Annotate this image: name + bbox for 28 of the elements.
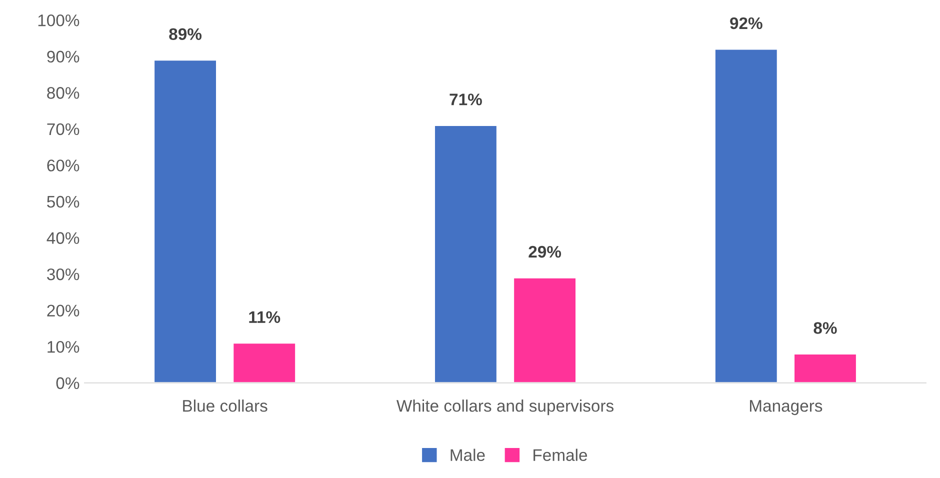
bar [153, 59, 218, 383]
legend-label: Female [534, 448, 588, 461]
y-tick-label: 30% [47, 268, 80, 280]
bar [714, 48, 778, 383]
y-tick-label: 50% [47, 196, 80, 208]
x-tick-label: Blue collars [183, 400, 268, 412]
y-tick-label: 80% [47, 87, 80, 99]
y-tick-label: 100% [38, 14, 80, 26]
y-tick-label: 0% [56, 377, 80, 390]
legend-label: Male [450, 448, 485, 461]
x-tick-label: Managers [750, 400, 822, 416]
y-tick-label: 90% [47, 50, 80, 63]
bar [434, 124, 498, 383]
y-tick-label: 10% [48, 341, 80, 353]
y-tick-label: 60% [47, 160, 80, 172]
data-label: 92% [730, 17, 762, 30]
y-tick-label: 40% [46, 232, 80, 244]
bar [512, 276, 577, 383]
data-label: 11% [249, 311, 280, 323]
data-label: 8% [814, 322, 837, 334]
data-label: 89% [169, 28, 202, 40]
data-label: 71% [450, 94, 482, 106]
y-tick-label: 20% [47, 304, 80, 317]
bar [793, 353, 858, 383]
x-tick-label: White collars and supervisors [396, 400, 614, 416]
y-tick-label: 70% [47, 123, 80, 136]
bar [232, 342, 296, 383]
data-label: 29% [528, 246, 562, 258]
